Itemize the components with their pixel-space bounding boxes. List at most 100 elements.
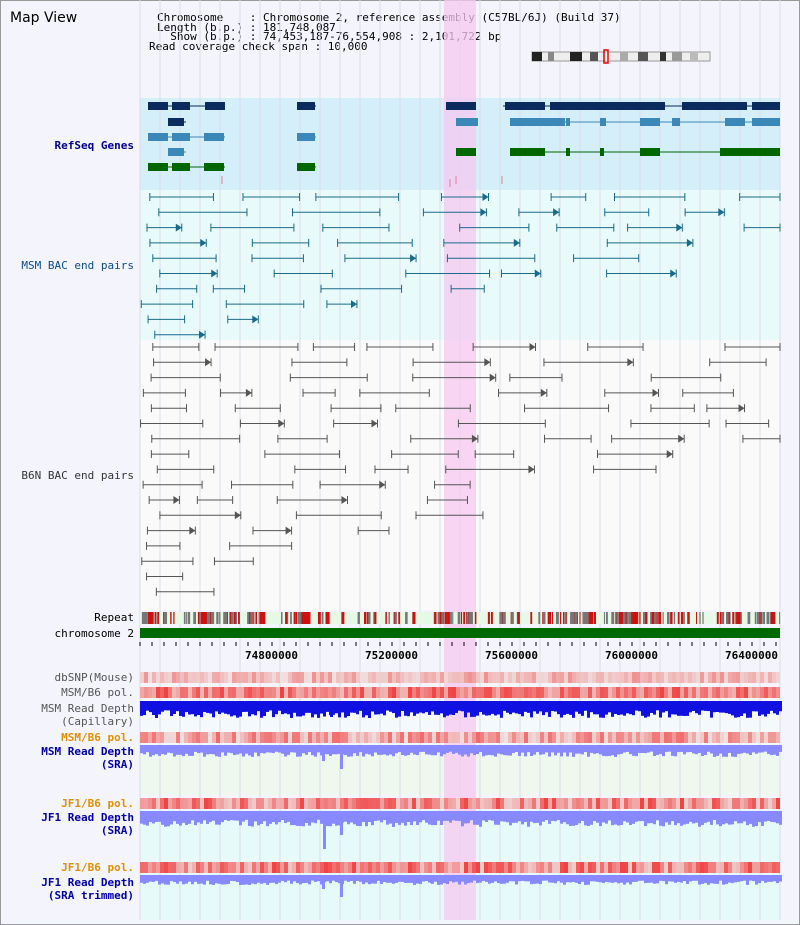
- depth-bar: [758, 745, 761, 753]
- depth-bar: [215, 745, 218, 757]
- depth-bar: [389, 701, 392, 712]
- depth-bar: [233, 811, 236, 821]
- heat-cell: [472, 687, 476, 698]
- track-label-msm-depth-capillary[interactable]: MSM Read Depth (Capillary): [41, 702, 134, 728]
- heat-cell: [184, 862, 188, 873]
- track-label-dbsnp[interactable]: dbSNP(Mouse): [54, 671, 134, 684]
- heat-cell: [436, 672, 440, 683]
- depth-bar: [332, 811, 335, 824]
- depth-bar: [233, 701, 236, 716]
- depth-bar: [677, 875, 680, 882]
- heat-cell: [516, 687, 520, 698]
- heat-cell: [144, 732, 148, 743]
- heat-cell: [236, 672, 240, 683]
- depth-bar: [404, 701, 407, 716]
- heat-cell: [480, 672, 484, 683]
- bac-end-arrow: [175, 223, 182, 232]
- heat-cell: [280, 687, 284, 698]
- heat-cell: [332, 672, 336, 683]
- heat-cell: [328, 687, 332, 698]
- depth-bar: [281, 745, 284, 754]
- track-label-msm-bac[interactable]: MSM BAC end pairs: [21, 259, 134, 272]
- depth-bar: [410, 875, 413, 883]
- heat-cell: [416, 672, 420, 683]
- heat-cell: [152, 687, 156, 698]
- repeat-mark: [170, 612, 172, 624]
- repeat-mark: [670, 612, 673, 624]
- heat-cell: [172, 798, 176, 809]
- depth-bar: [716, 701, 719, 713]
- track-label-jf1-depth-sra[interactable]: JF1 Read Depth (SRA): [41, 811, 134, 837]
- bac-end-arrow: [738, 404, 745, 413]
- track-label-jf1-depth-trimmed[interactable]: JF1 Read Depth (SRA trimmed): [41, 876, 134, 902]
- depth-bar: [746, 701, 749, 718]
- heat-cell: [396, 732, 400, 743]
- depth-bar: [422, 811, 425, 821]
- depth-bar: [182, 701, 185, 717]
- depth-bar: [653, 875, 656, 884]
- depth-bar: [197, 875, 200, 884]
- depth-bar: [704, 875, 707, 884]
- depth-bar: [608, 875, 611, 883]
- repeat-mark: [639, 612, 641, 624]
- depth-bar: [476, 745, 479, 755]
- depth-bar: [344, 875, 347, 881]
- track-label-refseq[interactable]: RefSeq Genes: [54, 139, 134, 152]
- depth-bar: [449, 875, 452, 882]
- depth-bar: [248, 745, 251, 756]
- heat-cell: [568, 687, 572, 698]
- heat-cell: [624, 732, 628, 743]
- depth-bar: [461, 745, 464, 757]
- repeat-mark: [566, 612, 568, 624]
- track-label-msm-pol[interactable]: MSM/B6 pol.: [61, 686, 134, 699]
- heat-cell: [324, 732, 328, 743]
- depth-bar: [521, 811, 524, 825]
- heat-cell: [604, 862, 608, 873]
- depth-bar: [281, 811, 284, 820]
- heat-cell: [768, 798, 772, 809]
- depth-bar: [317, 811, 320, 820]
- heat-cell: [244, 732, 248, 743]
- heat-cell: [732, 798, 736, 809]
- depth-spike: [322, 745, 325, 761]
- depth-bar: [239, 875, 242, 885]
- depth-bar: [524, 701, 527, 712]
- track-label-b6n-bac[interactable]: B6N BAC end pairs: [21, 469, 134, 482]
- heat-cell: [760, 732, 764, 743]
- heat-cell: [608, 687, 612, 698]
- depth-bar: [563, 701, 566, 715]
- heat-cell: [620, 862, 624, 873]
- depth-bar: [191, 811, 194, 821]
- depth-bar: [560, 701, 563, 718]
- track-label-msm-pol-2[interactable]: MSM/B6 pol.: [61, 731, 134, 744]
- repeat-mark: [667, 612, 670, 624]
- heat-cell: [564, 798, 568, 809]
- depth-bar: [587, 745, 590, 757]
- heat-cell: [424, 687, 428, 698]
- axis-tick-label: 76400000: [725, 649, 778, 662]
- heat-cell: [692, 732, 696, 743]
- heat-cell: [572, 687, 576, 698]
- repeat-mark: [211, 612, 213, 624]
- heat-cell: [156, 798, 160, 809]
- track-label-msm-depth-sra[interactable]: MSM Read Depth (SRA): [41, 745, 134, 771]
- heat-cell: [564, 672, 568, 683]
- heat-cell: [384, 672, 388, 683]
- heat-cell: [396, 862, 400, 873]
- depth-bar: [305, 745, 308, 755]
- depth-bar: [557, 811, 560, 821]
- heat-cell: [188, 798, 192, 809]
- heat-cell: [540, 862, 544, 873]
- depth-bar: [476, 811, 479, 825]
- heat-cell: [388, 798, 392, 809]
- depth-bar: [485, 811, 488, 823]
- depth-bar: [353, 875, 356, 884]
- heat-cell: [396, 798, 400, 809]
- heat-cell: [620, 687, 624, 698]
- depth-bar: [431, 745, 434, 756]
- depth-bar: [554, 875, 557, 884]
- track-label-jf1-pol[interactable]: JF1/B6 pol.: [61, 797, 134, 810]
- depth-bar: [173, 701, 176, 715]
- track-label-jf1-pol-2[interactable]: JF1/B6 pol.: [61, 861, 134, 874]
